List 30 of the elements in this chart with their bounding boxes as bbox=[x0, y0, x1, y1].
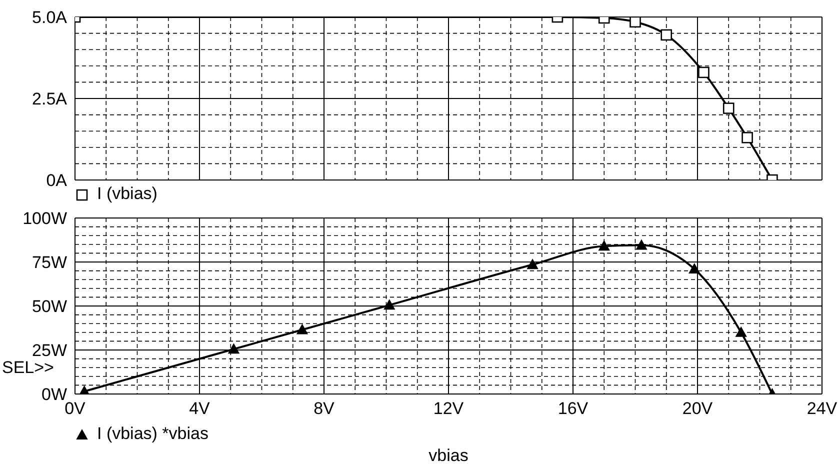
point bbox=[384, 300, 395, 310]
point bbox=[527, 259, 538, 270]
point bbox=[598, 240, 610, 251]
y-tick-label: 25W bbox=[32, 341, 67, 360]
point bbox=[636, 240, 647, 250]
y-tick-label: 75W bbox=[32, 253, 67, 272]
point bbox=[742, 132, 753, 144]
x-tick-label: 16V bbox=[558, 399, 589, 418]
legend-label: I (vbias) *vbias bbox=[97, 424, 208, 443]
point bbox=[722, 102, 734, 114]
x-tick-label: 0V bbox=[64, 399, 86, 418]
legend-label: I (vbias) bbox=[97, 184, 158, 203]
y-tick-label: 5.0A bbox=[32, 8, 68, 28]
y-tick-label: 100W bbox=[22, 209, 67, 228]
y-tick-label: 0W bbox=[42, 385, 67, 404]
point bbox=[698, 66, 710, 78]
x-tick-label: 24V bbox=[806, 399, 838, 418]
x-tick-label: 12V bbox=[433, 399, 464, 418]
y-tick-label: 50W bbox=[32, 297, 67, 316]
y-tick-label: 2.5A bbox=[32, 90, 68, 109]
x-axis-title: vbias bbox=[428, 446, 470, 464]
x-tick-label: 20V bbox=[682, 399, 714, 418]
point bbox=[228, 344, 240, 354]
point bbox=[688, 264, 700, 274]
y-tick-label: 0A bbox=[46, 171, 68, 190]
point bbox=[736, 326, 747, 337]
point bbox=[296, 324, 308, 334]
x-tick-label: 4V bbox=[189, 399, 211, 418]
text: SEL>> bbox=[2, 358, 54, 378]
x-tick-label: 8V bbox=[314, 399, 336, 418]
